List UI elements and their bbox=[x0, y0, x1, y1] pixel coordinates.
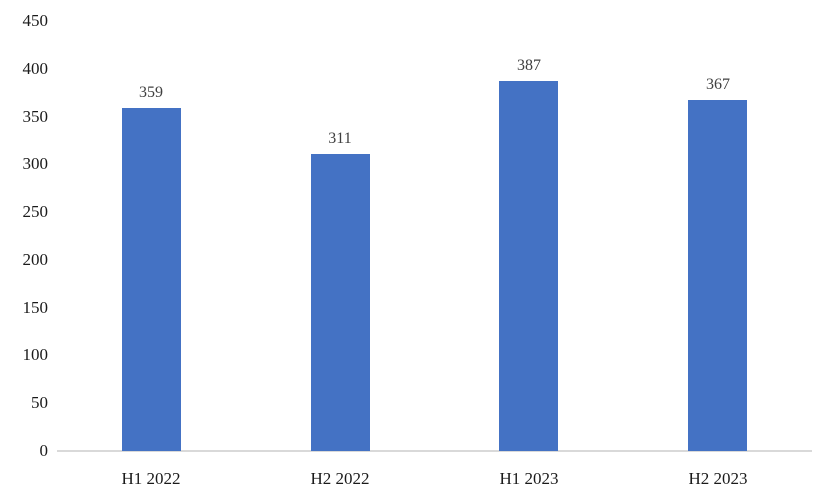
y-axis-tick-label: 50 bbox=[31, 393, 48, 413]
y-axis-tick-label: 400 bbox=[22, 58, 49, 78]
bar bbox=[499, 81, 558, 451]
x-axis-category-label: H2 2023 bbox=[688, 469, 748, 488]
y-axis-tick-label: 300 bbox=[22, 154, 49, 174]
bar bbox=[122, 108, 181, 451]
y-axis-tick-label: 100 bbox=[22, 345, 49, 365]
y-axis-tick-label: 0 bbox=[39, 441, 49, 460]
y-axis-tick-label: 200 bbox=[22, 249, 49, 269]
bar-value-label: 387 bbox=[517, 57, 541, 74]
x-axis-category-label: H1 2023 bbox=[499, 469, 559, 488]
bar-value-label: 367 bbox=[706, 76, 730, 93]
x-axis-category-label: H2 2022 bbox=[310, 469, 370, 488]
bar-value-label: 359 bbox=[139, 84, 163, 101]
y-axis-tick-label: 250 bbox=[22, 202, 49, 222]
bar-value-label: 311 bbox=[328, 130, 352, 147]
bar bbox=[688, 100, 747, 451]
y-axis-tick-label: 450 bbox=[22, 11, 49, 30]
x-axis-category-label: H1 2022 bbox=[121, 469, 181, 488]
x-axis-line bbox=[57, 450, 812, 452]
y-axis-tick-label: 350 bbox=[22, 106, 49, 126]
y-axis-tick-label: 150 bbox=[22, 297, 49, 317]
bar bbox=[311, 154, 370, 451]
